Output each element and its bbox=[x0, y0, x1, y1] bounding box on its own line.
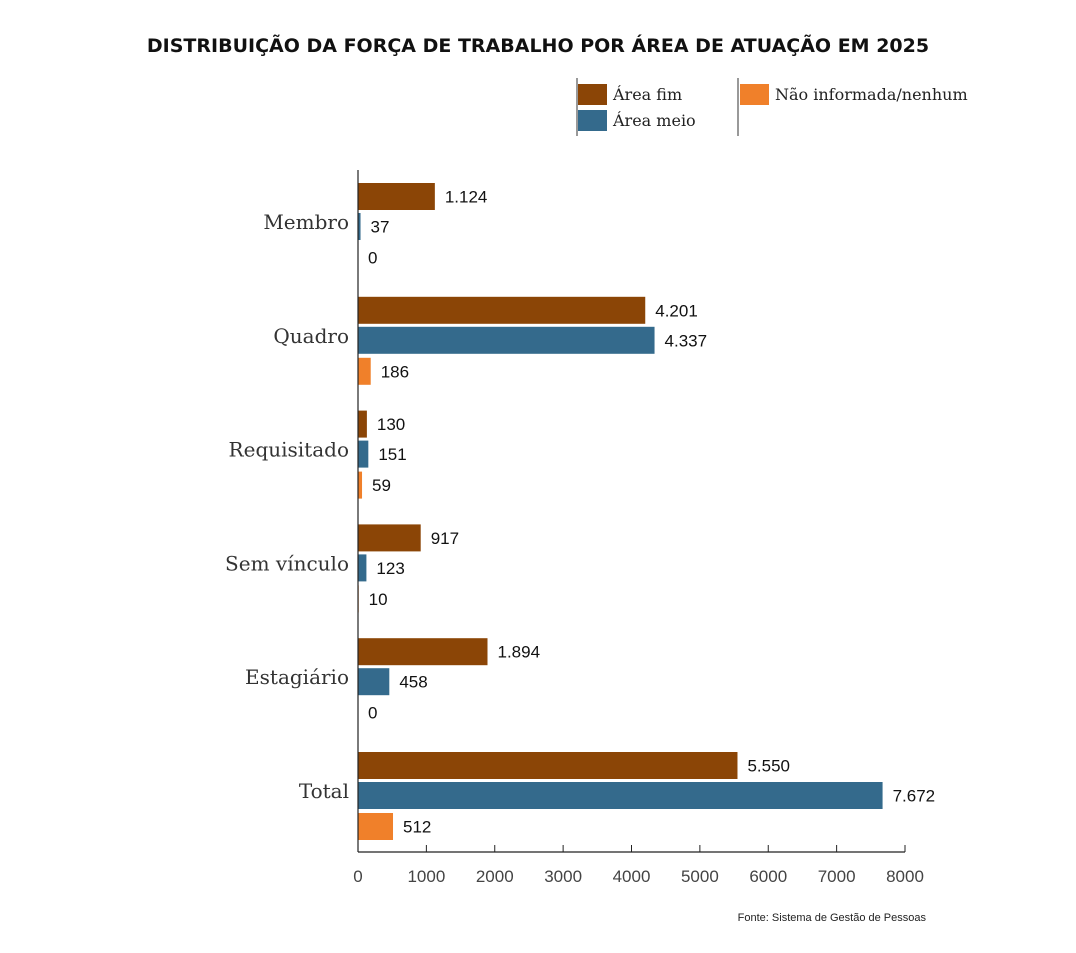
legend-label: Não informada/nenhum bbox=[775, 85, 968, 104]
bar bbox=[358, 752, 738, 779]
category-label: Requisitado bbox=[229, 438, 349, 462]
data-label: 0 bbox=[368, 249, 377, 268]
bar bbox=[358, 357, 371, 385]
x-tick-label: 8000 bbox=[886, 867, 924, 886]
data-label: 123 bbox=[376, 559, 404, 578]
data-label: 130 bbox=[377, 415, 405, 434]
bar bbox=[358, 296, 646, 324]
bar bbox=[358, 213, 361, 240]
chart-title: DISTRIBUIÇÃO DA FORÇA DE TRABALHO POR ÁR… bbox=[147, 33, 929, 57]
data-label: 917 bbox=[431, 529, 459, 548]
legend-swatch bbox=[578, 110, 607, 131]
bar bbox=[358, 638, 488, 666]
category-label: Sem vínculo bbox=[225, 551, 349, 575]
data-label: 10 bbox=[369, 590, 388, 609]
x-tick-label: 4000 bbox=[613, 867, 651, 886]
legend-label: Área meio bbox=[612, 110, 696, 130]
bar bbox=[358, 524, 421, 552]
bar bbox=[358, 813, 394, 840]
data-label: 7.672 bbox=[893, 787, 936, 806]
data-label: 59 bbox=[372, 476, 391, 495]
legend-label: Área fim bbox=[612, 84, 682, 104]
x-tick-label: 1000 bbox=[407, 867, 445, 886]
data-label: 151 bbox=[378, 445, 406, 464]
bar bbox=[358, 440, 369, 468]
x-tick-label: 2000 bbox=[476, 867, 514, 886]
data-label: 1.894 bbox=[498, 643, 541, 662]
category-label: Estagiário bbox=[245, 665, 349, 689]
category-label: Quadro bbox=[273, 324, 349, 348]
bar bbox=[358, 668, 390, 696]
legend-swatch bbox=[740, 84, 769, 105]
data-label: 37 bbox=[371, 218, 390, 237]
x-tick-label: 0 bbox=[353, 867, 362, 886]
legend-swatch bbox=[578, 84, 607, 105]
data-label: 0 bbox=[368, 704, 377, 723]
data-label: 1.124 bbox=[445, 188, 488, 207]
legend: Área fim Área meio Não informada/nenhum bbox=[576, 78, 968, 136]
data-label: 5.550 bbox=[747, 757, 790, 776]
data-label: 512 bbox=[403, 818, 431, 837]
x-tick-label: 7000 bbox=[818, 867, 856, 886]
data-label: 186 bbox=[381, 362, 409, 381]
bar bbox=[358, 782, 883, 809]
category-label: Membro bbox=[263, 210, 349, 234]
x-tick-label: 5000 bbox=[681, 867, 719, 886]
data-label: 4.201 bbox=[655, 301, 698, 320]
x-tick-label: 3000 bbox=[544, 867, 582, 886]
bar bbox=[358, 554, 367, 582]
bars: Membro 1.124 37 0 Quadro 4.201 4.337 186 Requisi… bbox=[225, 183, 935, 840]
data-label: 4.337 bbox=[665, 331, 708, 350]
source-note: Fonte: Sistema de Gestão de Pessoas bbox=[738, 912, 927, 924]
bar bbox=[358, 410, 367, 438]
x-tick-label: 6000 bbox=[749, 867, 787, 886]
bar bbox=[358, 471, 363, 499]
category-label: Total bbox=[299, 779, 349, 803]
bar bbox=[358, 326, 655, 354]
axes: 0 1000 2000 3000 4000 5000 6000 7000 8000 bbox=[353, 170, 924, 886]
data-label: 458 bbox=[399, 673, 427, 692]
bar bbox=[358, 183, 435, 210]
